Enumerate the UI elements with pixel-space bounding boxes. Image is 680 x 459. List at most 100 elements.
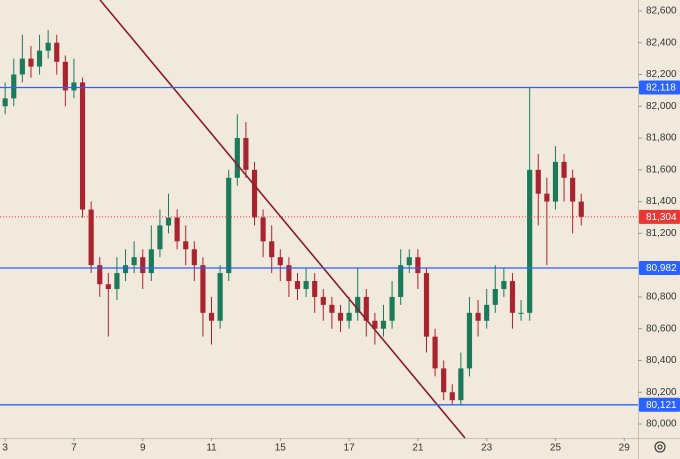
- candle-body: [174, 217, 180, 242]
- candle-body: [346, 312, 352, 321]
- candle-body: [19, 58, 25, 75]
- candle-body: [441, 368, 447, 393]
- candle-body: [148, 249, 154, 274]
- x-tick-label: 7: [71, 443, 77, 454]
- candle-body: [251, 169, 258, 218]
- candle-body: [570, 177, 576, 202]
- candle-body: [277, 257, 283, 266]
- candle-body: [208, 312, 215, 321]
- y-tick-label: 81,800: [646, 133, 677, 144]
- candle-body: [217, 273, 223, 321]
- candle-body: [432, 336, 438, 369]
- candle-body: [406, 257, 412, 266]
- level-label: 80,121: [646, 400, 677, 411]
- candle-body: [269, 241, 275, 258]
- candle-body: [62, 61, 68, 91]
- candle-body: [535, 169, 541, 194]
- candle-body: [475, 312, 481, 321]
- candle-body: [45, 42, 51, 51]
- settings-icon[interactable]: [654, 441, 666, 453]
- candle-body: [398, 265, 404, 297]
- candle-body: [36, 50, 43, 67]
- candle-body: [320, 296, 326, 305]
- x-tick-label: 11: [206, 443, 217, 454]
- candle-body: [458, 368, 464, 401]
- candle-body: [492, 288, 498, 305]
- candle-body: [527, 169, 533, 313]
- candle-body: [509, 281, 516, 313]
- candle-body: [380, 320, 387, 329]
- level-label-box: [639, 397, 680, 412]
- candle-body: [372, 320, 378, 329]
- candle-body: [105, 284, 111, 289]
- candle-body: [329, 304, 335, 313]
- candle-body: [191, 249, 197, 266]
- x-tick-label: 15: [275, 443, 287, 454]
- candle-body: [88, 209, 94, 266]
- level-label-box: [639, 209, 680, 224]
- y-tick-label: 80,400: [646, 355, 677, 366]
- candle-body: [114, 273, 120, 289]
- level-label: 81,304: [646, 212, 677, 223]
- candle-body: [226, 177, 232, 274]
- candle-body: [449, 392, 455, 401]
- candle-body: [484, 304, 490, 321]
- x-tick-label: 23: [481, 443, 493, 454]
- candle-body: [561, 161, 567, 178]
- y-tick-label: 82,000: [646, 101, 677, 112]
- trend-line: [99, 0, 466, 439]
- candle-body: [552, 161, 559, 202]
- y-tick-label: 81,200: [646, 228, 677, 239]
- candle-body: [2, 98, 8, 107]
- candle-body: [28, 58, 34, 67]
- candle-body: [363, 296, 369, 321]
- y-tick-label: 80,800: [646, 292, 677, 303]
- candle-body: [157, 225, 163, 250]
- candle-body: [423, 273, 430, 337]
- candle-body: [415, 257, 421, 274]
- candle-body: [355, 296, 361, 313]
- candle-body: [243, 138, 249, 170]
- y-tick-label: 81,400: [646, 196, 677, 207]
- candle-body: [312, 281, 318, 297]
- level-label: 82,118: [646, 83, 676, 94]
- candle-body: [518, 312, 524, 314]
- y-tick-label: 82,400: [646, 37, 677, 48]
- candle-body: [260, 217, 266, 242]
- x-tick-label: 9: [140, 443, 146, 454]
- x-tick-label: 29: [619, 443, 631, 454]
- candle-body: [501, 281, 507, 289]
- level-label-box: [639, 261, 680, 276]
- candle-body: [337, 312, 344, 321]
- candle-body: [303, 281, 309, 289]
- candle-body: [11, 74, 17, 99]
- x-tick-label: 17: [344, 443, 356, 454]
- y-tick-label: 82,200: [646, 69, 677, 80]
- candle-body: [131, 257, 137, 266]
- candle-body: [200, 265, 206, 313]
- level-label: 80,982: [646, 263, 677, 274]
- candle-body: [389, 296, 395, 321]
- candle-body: [54, 42, 60, 62]
- y-tick-label: 81,600: [646, 164, 677, 175]
- candle-body: [544, 193, 550, 202]
- candle-body: [97, 265, 103, 285]
- x-tick-label: 3: [2, 443, 8, 454]
- x-tick-label: 21: [412, 443, 424, 454]
- candle-body: [122, 265, 129, 274]
- candle-body: [165, 217, 172, 226]
- candle-body: [466, 312, 473, 369]
- y-tick-label: 80,600: [646, 323, 677, 334]
- candle-body: [294, 281, 301, 289]
- y-tick-label: 80,000: [646, 419, 677, 430]
- candle-body: [140, 257, 146, 274]
- candle-body: [71, 82, 77, 91]
- candle-body: [286, 265, 292, 282]
- y-tick-label: 82,600: [646, 6, 677, 17]
- candle-body: [183, 241, 189, 250]
- candle-body: [234, 138, 240, 178]
- y-tick-label: 80,200: [646, 387, 677, 398]
- level-label-box: [639, 80, 680, 95]
